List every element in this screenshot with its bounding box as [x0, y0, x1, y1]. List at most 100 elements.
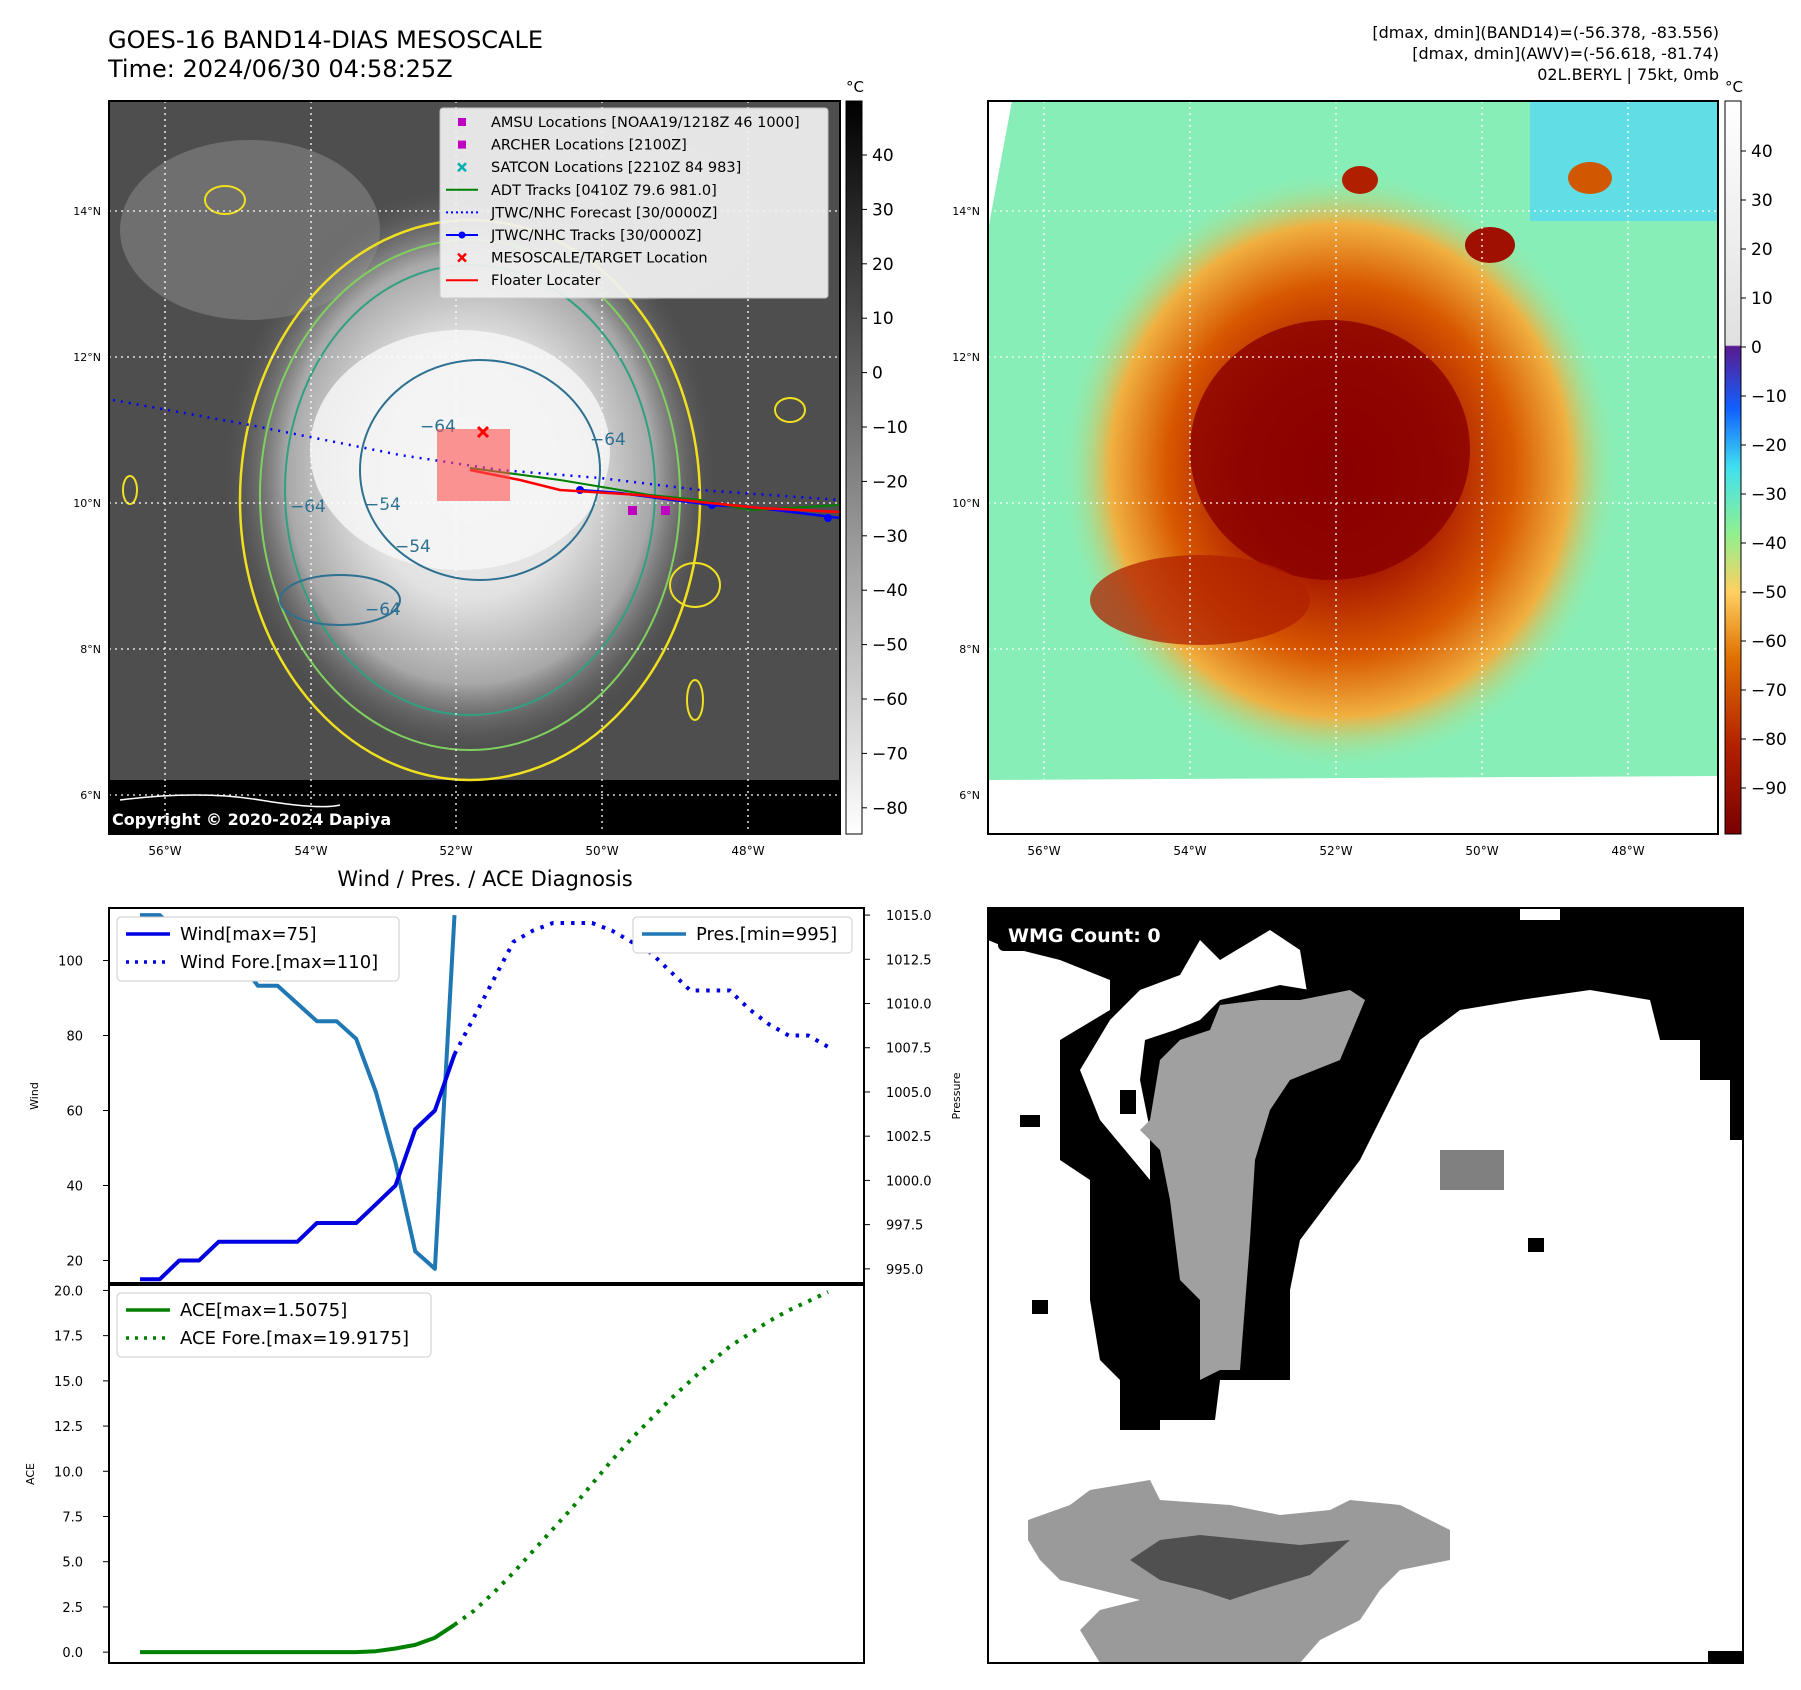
pressure-legend-box — [632, 916, 853, 954]
awv-colorbar-bar — [1724, 100, 1742, 835]
legend-label: ARCHER Locations [2100Z] — [491, 138, 687, 154]
ace-line — [140, 1623, 456, 1655]
colorbar-tick-label: 0 — [872, 364, 883, 384]
colorbar-tick-label: 30 — [872, 200, 894, 220]
awv-axis-labels: 14°N 12°N 10°N 8°N 6°N 56°W 54°W 52°W 50°W 48°W — [952, 205, 1644, 858]
contour-label: −64 — [590, 430, 626, 450]
colorbar-tick-label: −40 — [872, 581, 908, 601]
contour-label: −54 — [365, 495, 401, 515]
lon-tick-label: 48°W — [1611, 844, 1644, 858]
legend-swatch — [458, 118, 466, 126]
contour-label: −64 — [290, 497, 326, 517]
colorbar-tick-label: −50 — [1751, 583, 1787, 603]
ace-tick-label: 10.0 — [54, 1465, 83, 1480]
lat-tick-label: 10°N — [952, 497, 980, 510]
pressure-legend: Pres.[min=995] — [632, 916, 853, 954]
best-track-point — [824, 514, 832, 522]
wmg-panel: WMG Count: 0 — [987, 907, 1744, 1664]
ace-tick-label: 0.0 — [62, 1646, 83, 1661]
pressure-tick-label: 1012.5 — [886, 953, 932, 968]
colorbar-tick-label: 0 — [1751, 338, 1762, 358]
pressure-tick-label: 995.0 — [886, 1263, 923, 1278]
wind-line — [140, 1053, 457, 1282]
awv-colorbar-unit: °C — [1725, 78, 1743, 96]
contour-label: −54 — [395, 537, 431, 557]
awv-gridlines — [988, 101, 1718, 834]
title-line-1: GOES-16 BAND14-DIAS MESOSCALE — [108, 26, 544, 54]
lon-tick-label: 52°W — [439, 844, 472, 858]
pressure-tick-label: 1005.0 — [886, 1086, 932, 1101]
ace-tick-label: 7.5 — [62, 1511, 83, 1526]
colorbar-tick-label: 40 — [1751, 142, 1773, 162]
lon-tick-label: 50°W — [585, 844, 618, 858]
legend-label: JTWC/NHC Forecast [30/0000Z] — [490, 205, 717, 221]
wind-tick-label: 60 — [66, 1105, 83, 1120]
wind-tick-label: 40 — [66, 1180, 83, 1195]
ace-tick-label: 2.5 — [62, 1601, 83, 1616]
ir-map-panel: −64−54−64−64−54−64 Copyright © 2020-2024… — [73, 78, 908, 858]
lat-tick-label: 14°N — [952, 205, 980, 218]
ace-legend-label: ACE[max=1.5075] — [180, 1300, 347, 1321]
figure-title: GOES-16 BAND14-DIAS MESOSCALE Time: 2024… — [108, 26, 543, 84]
pressure-tick-label: 1007.5 — [886, 1042, 932, 1057]
awv-colorbar: °C 40 30 20 10 0 −10 −20 −30 −40 −50 −60 −70 −80 −90 — [1724, 78, 1787, 835]
lon-tick-label: 52°W — [1319, 844, 1352, 858]
lat-tick-label: 14°N — [73, 205, 101, 218]
ir-colorbar-bar — [845, 100, 863, 835]
wind-legend: Wind[max=75] Wind Fore.[max=110] — [116, 916, 400, 982]
colorbar-tick-label: −20 — [1751, 436, 1787, 456]
ace-tick-label: 5.0 — [62, 1556, 83, 1571]
colorbar-tick-label: 30 — [1751, 191, 1773, 211]
ir-map-frame — [108, 100, 841, 835]
lat-tick-label: 6°N — [959, 789, 980, 802]
pressure-tick-label: 1010.0 — [886, 998, 932, 1013]
floater-locater-line — [469, 468, 840, 514]
lon-tick-label: 54°W — [1173, 844, 1206, 858]
legend-swatch — [457, 252, 467, 263]
lat-tick-label: 12°N — [952, 351, 980, 364]
ir-contour-labels: −64−54−64−64−54−64 — [290, 417, 626, 620]
awv-map-frame — [987, 100, 1719, 835]
lon-tick-label: 54°W — [294, 844, 327, 858]
ace-tick-label: 20.0 — [54, 1284, 83, 1299]
lat-tick-label: 12°N — [73, 351, 101, 364]
colorbar-tick-label: 10 — [1751, 289, 1773, 309]
copyright-label: Copyright © 2020-2024 Dapiya — [112, 810, 391, 829]
ir-legend: AMSU Locations [NOAA19/1218Z 46 1000] ARC… — [439, 107, 829, 299]
ace-legend: ACE[max=1.5075] ACE Fore.[max=19.9175] — [116, 1292, 432, 1358]
mesoscale-target-box — [437, 429, 510, 501]
wmg-count-badge — [998, 917, 1178, 951]
ace-tick-label: 15.0 — [54, 1375, 83, 1390]
lat-tick-label: 8°N — [80, 643, 101, 656]
colorbar-tick-label: −70 — [1751, 681, 1787, 701]
colorbar-tick-label: −30 — [872, 527, 908, 547]
legend-swatch — [458, 231, 466, 239]
lat-tick-label: 8°N — [959, 643, 980, 656]
pressure-tick-label: 997.5 — [886, 1219, 923, 1234]
colorbar-tick-label: 20 — [872, 255, 894, 275]
storm-info: [dmax, dmin](BAND14)=(-56.378, -83.556) … — [1372, 22, 1719, 85]
wmg-image — [988, 908, 1743, 1663]
pressure-tick-label: 1000.0 — [886, 1174, 932, 1189]
lat-tick-label: 10°N — [73, 497, 101, 510]
wmg-frame — [987, 907, 1744, 1664]
wind-legend-label: Wind[max=75] — [180, 924, 317, 945]
colorbar-tick-label: −80 — [872, 799, 908, 819]
ir-axis-labels: 14°N 12°N 10°N 8°N 6°N 56°W 54°W 52°W 50°W 48°W — [73, 205, 764, 858]
ace-tick-label: 17.5 — [54, 1330, 83, 1345]
legend-label: ADT Tracks [0410Z 79.6 981.0] — [491, 183, 717, 199]
colorbar-tick-label: −40 — [1751, 534, 1787, 554]
legend-label: JTWC/NHC Tracks [30/0000Z] — [490, 228, 702, 244]
title-line-2: Time: 2024/06/30 04:58:25Z — [108, 55, 453, 83]
awv-imagery — [988, 101, 1718, 834]
colorbar-tick-label: −30 — [1751, 485, 1787, 505]
colorbar-tick-label: −10 — [1751, 387, 1787, 407]
colorbar-tick-label: −50 — [872, 636, 908, 656]
amsu-location-marker — [628, 506, 637, 515]
colorbar-tick-label: 40 — [872, 146, 894, 166]
legend-label: SATCON Locations [2210Z 84 983] — [491, 160, 741, 176]
legend-swatch — [457, 162, 467, 173]
colorbar-tick-label: 10 — [872, 309, 894, 329]
